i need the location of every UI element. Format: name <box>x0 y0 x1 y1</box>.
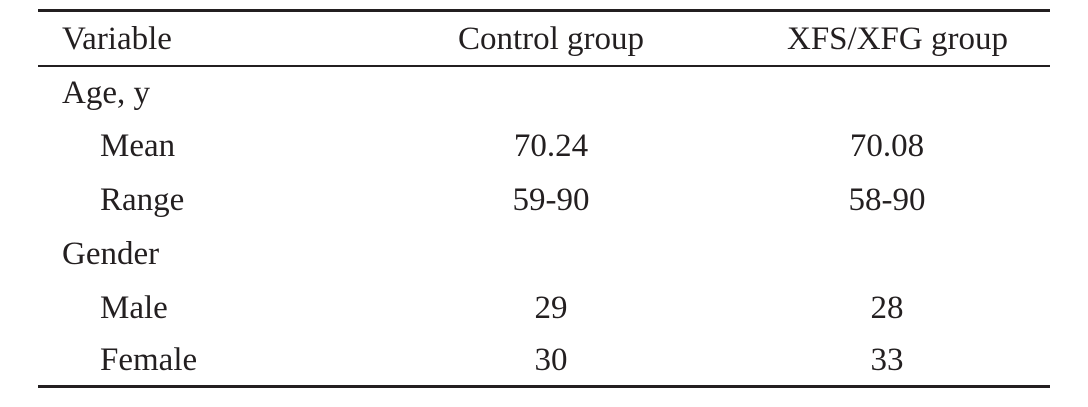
section-label: Gender <box>62 236 160 272</box>
data-cell: 58-90 <box>848 182 926 218</box>
header-cell: Variable <box>62 21 172 57</box>
header-rule <box>38 65 1050 67</box>
data-cell: 59-90 <box>512 182 590 218</box>
data-cell: 33 <box>870 342 904 378</box>
data-cell: 70.08 <box>849 128 925 164</box>
header-cell: Control group <box>457 21 645 57</box>
row-label: Male <box>100 290 168 326</box>
bottom-rule <box>38 385 1050 388</box>
top-rule <box>38 9 1050 12</box>
row-label: Mean <box>100 128 176 164</box>
data-cell: 70.24 <box>513 128 589 164</box>
data-cell: 30 <box>534 342 568 378</box>
data-cell: 29 <box>534 290 568 326</box>
row-label: Female <box>100 342 198 378</box>
data-cell: 28 <box>870 290 904 326</box>
row-label: Range <box>100 182 185 218</box>
header-cell: XFS/XFG group <box>787 21 1008 57</box>
section-label: Age, y <box>62 75 150 111</box>
